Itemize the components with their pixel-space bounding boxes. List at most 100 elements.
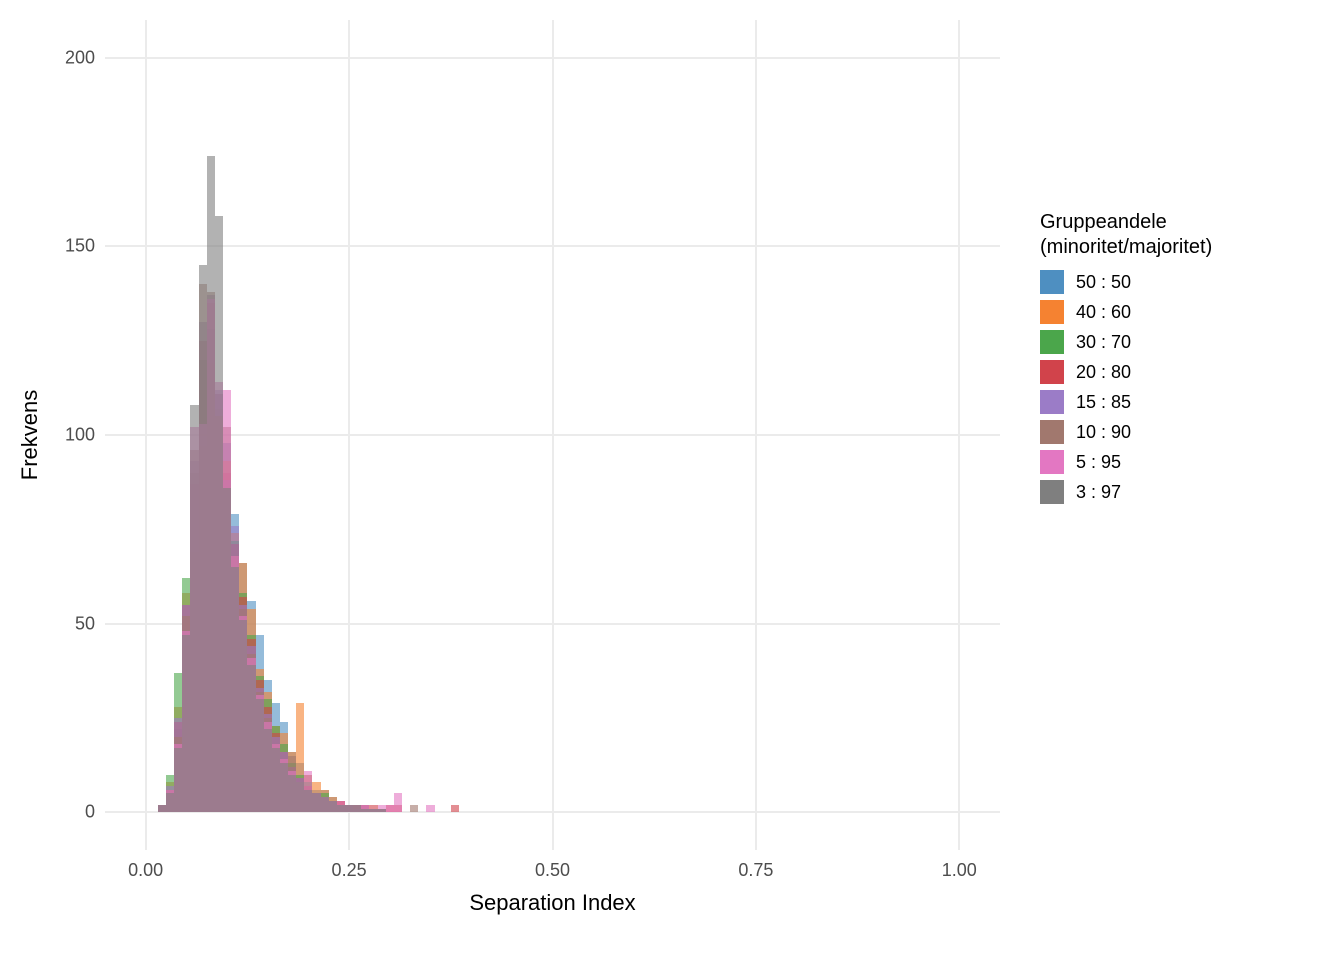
histogram-bar (264, 714, 272, 812)
gridline-h (105, 57, 1000, 59)
legend-title: Gruppeandele(minoritet/majoritet) (1040, 210, 1212, 260)
histogram-bar (272, 733, 280, 812)
histogram-bar (190, 461, 198, 812)
histogram-bar (182, 605, 190, 813)
histogram-bar (215, 382, 223, 812)
legend-label: 10 : 90 (1076, 422, 1131, 443)
legend-swatch (1040, 300, 1064, 324)
histogram-bar (264, 718, 272, 812)
histogram-bar (304, 786, 312, 812)
histogram-bar (296, 778, 304, 812)
histogram-bar (215, 216, 223, 812)
histogram-bar (272, 737, 280, 812)
histogram-bar (166, 790, 174, 813)
legend-item: 30 : 70 (1040, 330, 1212, 354)
histogram-bar (304, 775, 312, 813)
histogram-bar (239, 563, 247, 812)
histogram-bar (239, 605, 247, 813)
x-tick-label: 0.00 (128, 860, 163, 881)
histogram-bar (190, 450, 198, 812)
histogram-bar (256, 669, 264, 812)
histogram-bar (288, 752, 296, 812)
legend-item: 10 : 90 (1040, 420, 1212, 444)
histogram-bar (174, 673, 182, 813)
legend-label: 15 : 85 (1076, 392, 1131, 413)
histogram-bar (312, 793, 320, 812)
histogram-bar (199, 360, 207, 813)
histogram-bar (321, 793, 329, 812)
histogram-bar (199, 424, 207, 813)
histogram-bar (215, 416, 223, 812)
histogram-bar (312, 793, 320, 812)
histogram-bar (174, 748, 182, 812)
y-axis-title: Frekvens (17, 390, 43, 480)
histogram-bar (199, 265, 207, 812)
histogram-bar (207, 295, 215, 812)
histogram-bar (231, 541, 239, 813)
histogram-bar (182, 593, 190, 812)
histogram-bar (207, 299, 215, 812)
legend-label: 50 : 50 (1076, 272, 1131, 293)
histogram-bar (166, 790, 174, 813)
histogram-bar (231, 556, 239, 813)
histogram-bar (166, 782, 174, 812)
x-tick-label: 0.75 (738, 860, 773, 881)
histogram-bar (321, 797, 329, 812)
legend-swatch (1040, 450, 1064, 474)
histogram-bar (207, 329, 215, 812)
legend-swatch (1040, 330, 1064, 354)
histogram-bar (190, 552, 198, 812)
histogram-bar (174, 744, 182, 812)
histogram-bar (247, 609, 255, 813)
histogram-bar (280, 744, 288, 812)
histogram-bar (321, 797, 329, 812)
histogram-bar (239, 620, 247, 812)
histogram-bar (256, 680, 264, 812)
histogram-bar (239, 563, 247, 812)
legend-swatch (1040, 420, 1064, 444)
histogram-bar (288, 767, 296, 812)
histogram-bar (312, 793, 320, 812)
histogram-bar (304, 782, 312, 812)
histogram-bar (288, 763, 296, 812)
histogram-bar (329, 797, 337, 812)
histogram-bar (312, 782, 320, 812)
histogram-bar (304, 771, 312, 813)
legend-swatch (1040, 270, 1064, 294)
histogram-bar (239, 609, 247, 813)
histogram-bar (296, 778, 304, 812)
histogram-bar (239, 597, 247, 812)
histogram-bar (166, 786, 174, 812)
histogram-bar (280, 763, 288, 812)
histogram-bar (190, 473, 198, 813)
histogram-bar (207, 292, 215, 813)
histogram-bar (272, 726, 280, 813)
histogram-bar (256, 676, 264, 812)
histogram-bar (247, 646, 255, 812)
histogram-bar (304, 790, 312, 813)
gridline-h (105, 623, 1000, 625)
histogram-bar (207, 303, 215, 812)
histogram-bar (231, 533, 239, 812)
legend-label: 3 : 97 (1076, 482, 1121, 503)
histogram-bar (256, 692, 264, 813)
legend-item: 3 : 97 (1040, 480, 1212, 504)
histogram-bar (247, 635, 255, 812)
histogram-bar (174, 737, 182, 812)
histogram-bar (231, 514, 239, 812)
y-tick-label: 200 (55, 47, 95, 68)
x-tick-label: 0.50 (535, 860, 570, 881)
legend-item: 15 : 85 (1040, 390, 1212, 414)
legend-swatch (1040, 360, 1064, 384)
histogram-bar (247, 665, 255, 812)
histogram-bar (190, 427, 198, 812)
histogram-bar (223, 488, 231, 812)
histogram-bar (223, 461, 231, 812)
histogram-bar (280, 722, 288, 813)
legend-item: 5 : 95 (1040, 450, 1212, 474)
histogram-bar (190, 484, 198, 812)
legend-label: 40 : 60 (1076, 302, 1131, 323)
histogram-bar (312, 793, 320, 812)
histogram-bar (280, 759, 288, 812)
histogram-bar (199, 446, 207, 812)
